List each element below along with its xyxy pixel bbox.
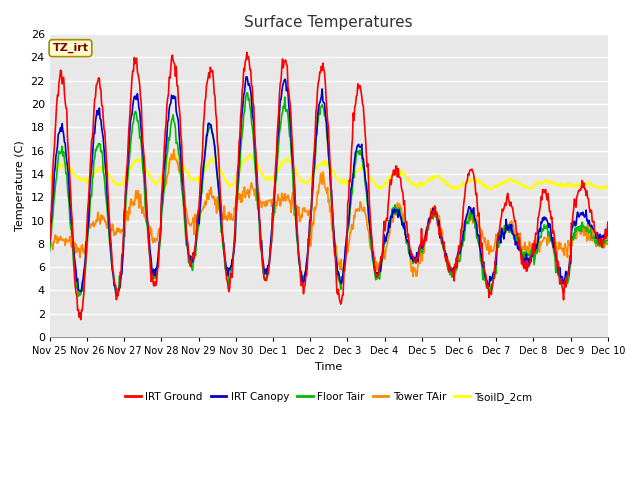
Text: TZ_irt: TZ_irt bbox=[52, 43, 88, 53]
Legend: IRT Ground, IRT Canopy, Floor Tair, Tower TAir, TsoilD_2cm: IRT Ground, IRT Canopy, Floor Tair, Towe… bbox=[121, 388, 536, 407]
Title: Surface Temperatures: Surface Temperatures bbox=[244, 15, 413, 30]
Y-axis label: Temperature (C): Temperature (C) bbox=[15, 140, 25, 231]
X-axis label: Time: Time bbox=[315, 362, 342, 372]
